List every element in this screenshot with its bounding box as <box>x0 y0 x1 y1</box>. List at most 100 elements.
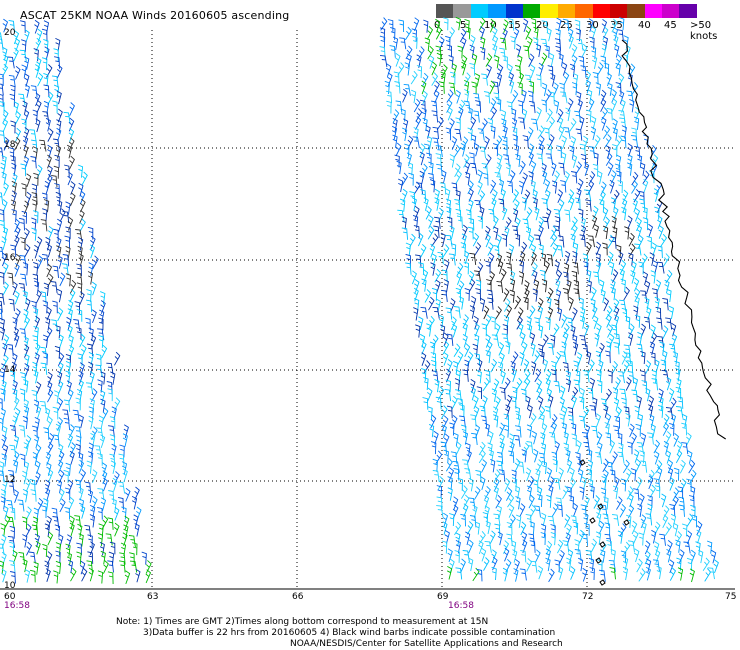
wind-barb <box>659 533 666 546</box>
wind-barb <box>485 233 491 248</box>
wind-barb <box>445 368 452 383</box>
wind-barb <box>534 549 541 564</box>
wind-barb <box>392 134 398 148</box>
wind-barb <box>647 503 653 517</box>
wind-barb <box>545 208 552 222</box>
wind-barb <box>544 179 551 193</box>
wind-barb <box>2 226 9 241</box>
wind-barb <box>486 340 493 355</box>
wind-barb <box>631 135 639 148</box>
wind-barb <box>569 196 575 211</box>
wind-barb <box>609 469 616 483</box>
wind-barb <box>3 505 9 520</box>
wind-barb <box>12 352 18 367</box>
wind-barb <box>543 127 550 141</box>
wind-barb <box>532 479 539 492</box>
colorbar-segment <box>627 4 645 18</box>
wind-barb <box>578 396 585 410</box>
wind-barb <box>88 351 94 366</box>
wind-barb <box>613 306 620 320</box>
wind-barb <box>490 316 496 330</box>
wind-barb <box>110 460 116 474</box>
lat-label: 10 <box>4 581 16 591</box>
wind-barb <box>485 520 491 535</box>
wind-barb <box>637 413 643 427</box>
wind-barb <box>430 359 437 373</box>
wind-barb <box>617 29 624 42</box>
wind-barb <box>621 206 627 221</box>
wind-barb <box>53 228 59 242</box>
wind-barb <box>513 144 520 158</box>
wind-barb <box>85 382 94 395</box>
wind-barb <box>598 359 604 374</box>
wind-barb <box>538 216 545 231</box>
wind-barb <box>586 279 592 294</box>
wind-barb <box>496 280 504 294</box>
wind-barb <box>650 423 656 438</box>
wind-barb <box>79 198 86 213</box>
wind-barb <box>131 495 138 510</box>
wind-barb <box>443 332 449 347</box>
wind-barb <box>522 18 529 33</box>
wind-barb <box>595 82 601 96</box>
wind-barb <box>575 28 581 42</box>
wind-barb <box>23 398 29 413</box>
wind-barb <box>34 416 40 431</box>
wind-barb <box>465 26 471 40</box>
wind-barb <box>446 206 452 220</box>
wind-barb <box>418 262 425 275</box>
wind-barb <box>414 205 420 220</box>
wind-barb <box>532 288 538 302</box>
wind-barb <box>24 353 30 368</box>
wind-barb <box>118 496 124 510</box>
note-line-2: 3)Data buffer is 22 hrs from 20160605 4)… <box>143 628 556 638</box>
wind-barb <box>569 63 576 77</box>
wind-barb <box>29 478 36 492</box>
wind-barb <box>481 459 488 473</box>
wind-barb <box>37 497 44 512</box>
wind-barb <box>520 549 527 563</box>
wind-barb <box>70 181 76 195</box>
wind-barb <box>541 20 549 33</box>
wind-barb <box>506 522 513 535</box>
wind-barb <box>430 414 437 429</box>
wind-barb <box>669 567 677 581</box>
wind-barb <box>472 53 478 68</box>
wind-barb <box>78 253 84 267</box>
wind-barb <box>23 127 30 141</box>
wind-barb <box>98 334 104 348</box>
wind-barb <box>11 190 17 205</box>
wind-barb <box>68 496 75 511</box>
wind-barb <box>59 498 66 513</box>
wind-barb <box>498 198 505 212</box>
wind-barb <box>123 424 129 439</box>
wind-barb <box>641 521 647 536</box>
wind-barb <box>478 531 486 545</box>
wind-barb <box>63 469 69 483</box>
wind-barb <box>393 71 400 85</box>
wind-barb <box>426 152 432 166</box>
wind-barb <box>663 413 670 428</box>
wind-barb <box>424 37 430 51</box>
wind-barb <box>455 16 461 31</box>
wind-barb <box>86 289 92 303</box>
wind-barb <box>636 154 643 168</box>
wind-barb <box>416 54 422 68</box>
wind-barb <box>446 216 453 230</box>
wind-barb <box>549 52 555 67</box>
wind-barb <box>9 425 17 438</box>
wind-barb <box>468 199 474 213</box>
wind-barb <box>454 163 461 178</box>
wind-barb <box>508 514 516 528</box>
wind-barb <box>609 261 615 275</box>
wind-barb <box>530 342 536 357</box>
wind-barb <box>582 567 588 582</box>
wind-barb <box>66 316 72 331</box>
wind-barb <box>55 560 62 575</box>
wind-barb <box>514 485 521 499</box>
wind-barb <box>482 172 489 186</box>
wind-barb <box>516 514 522 528</box>
wind-barb <box>631 260 637 275</box>
wind-barb <box>563 127 571 139</box>
wind-barb <box>636 442 644 454</box>
